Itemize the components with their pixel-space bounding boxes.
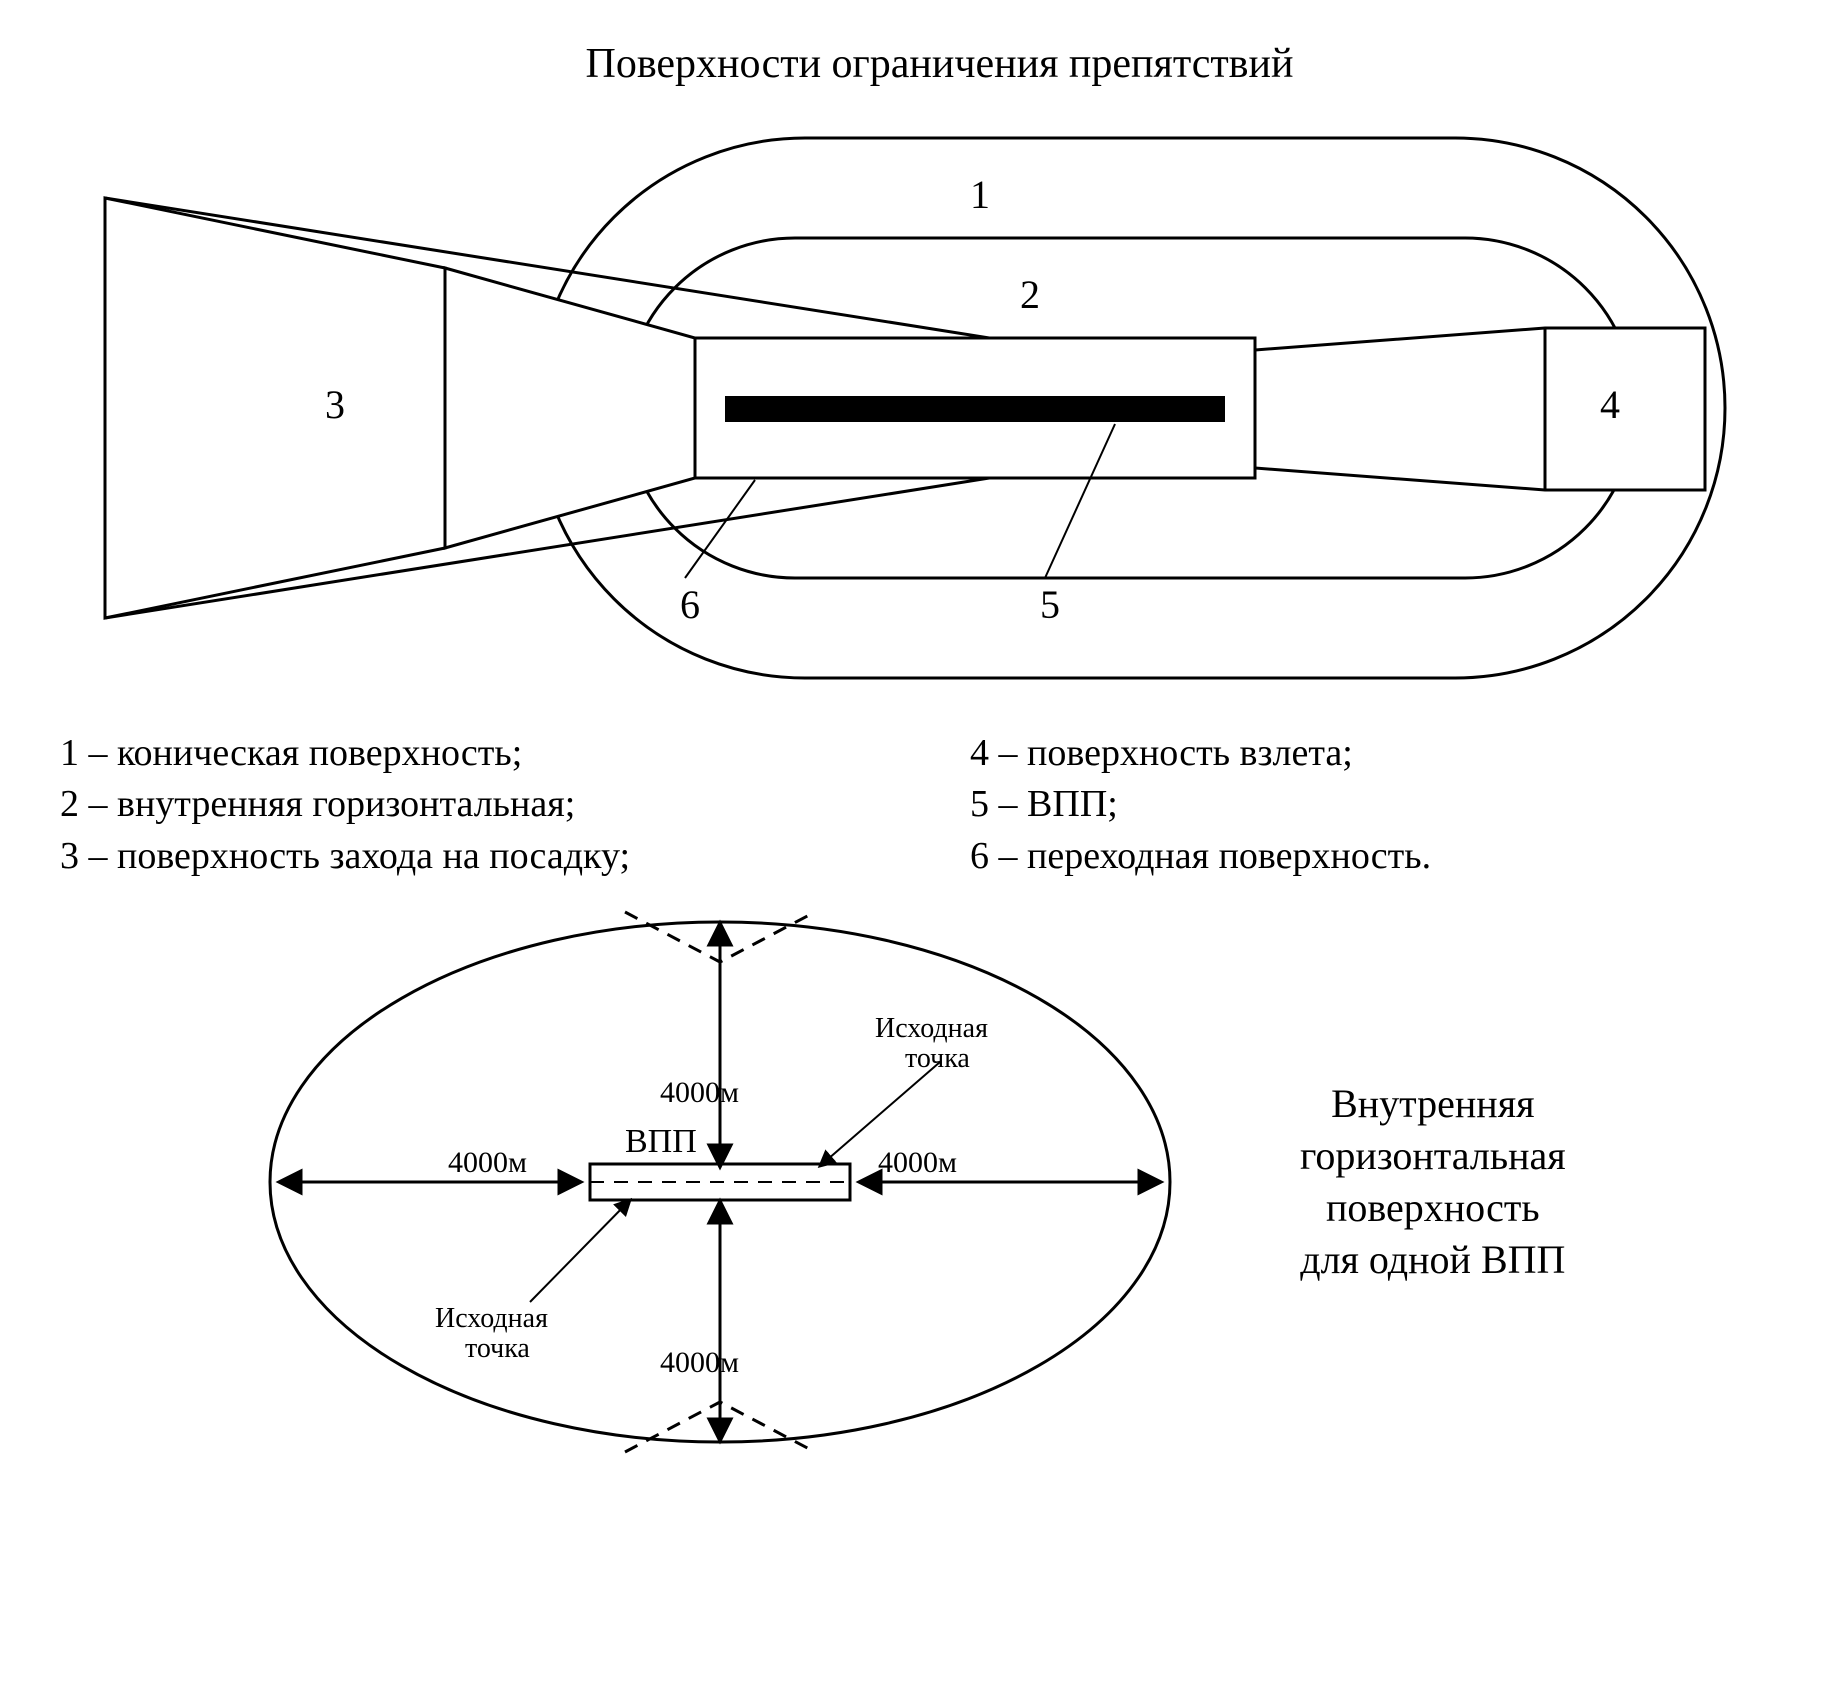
label-p_bot1: Исходная — [435, 1303, 548, 1334]
label-d_bot: 4000м — [660, 1346, 739, 1379]
label-p_top2: точка — [905, 1043, 970, 1074]
label-n3: 3 — [325, 382, 345, 427]
label-d_right: 4000м — [878, 1146, 957, 1179]
caption-line: горизонтальная — [1300, 1130, 1566, 1182]
approach-surface-outer — [105, 198, 445, 618]
legend-item: 6 – переходная поверхность. — [970, 831, 1431, 882]
label-n1: 1 — [970, 172, 990, 217]
obstacle-surfaces-diagram: 1 2 3 4 5 6 — [65, 118, 1765, 698]
page-title: Поверхности ограничения препятствий — [40, 40, 1789, 88]
figure1-container: 1 2 3 4 5 6 — [40, 118, 1789, 698]
legend-item: 2 – внутренняя горизонтальная; — [60, 779, 630, 830]
label-n6: 6 — [680, 582, 700, 627]
runway — [725, 396, 1225, 422]
caption-line: для одной ВПП — [1300, 1234, 1566, 1286]
legend-item: 4 – поверхность взлета; — [970, 728, 1431, 779]
legend-item: 5 – ВПП; — [970, 779, 1431, 830]
legend-item: 3 – поверхность захода на посадку; — [60, 831, 630, 882]
legend: 1 – коническая поверхность; 2 – внутренн… — [40, 698, 1789, 892]
caption-line: поверхность — [1300, 1182, 1566, 1234]
label-n5: 5 — [1040, 582, 1060, 627]
figure2-caption: Внутренняя горизонтальная поверхность дл… — [1300, 1078, 1566, 1286]
label-n4: 4 — [1600, 382, 1620, 427]
label-p_bot2: точка — [465, 1333, 530, 1364]
legend-right: 4 – поверхность взлета; 5 – ВПП; 6 – пер… — [970, 728, 1431, 882]
legend-left: 1 – коническая поверхность; 2 – внутренн… — [60, 728, 630, 882]
label-p_top1: Исходная — [875, 1013, 988, 1044]
label-n2: 2 — [1020, 272, 1040, 317]
figure2-container: ВПП4000м4000м4000м4000мИсходнаяточкаИсхо… — [40, 902, 1789, 1462]
label-d_top: 4000м — [660, 1076, 739, 1109]
legend-item: 1 – коническая поверхность; — [60, 728, 630, 779]
label-d_left: 4000м — [448, 1146, 527, 1179]
caption-line: Внутренняя — [1300, 1078, 1566, 1130]
takeoff-surface — [1255, 328, 1705, 490]
inner-horizontal-surface-diagram: ВПП4000м4000м4000м4000мИсходнаяточкаИсхо… — [220, 902, 1220, 1462]
label-vpp: ВПП — [625, 1123, 697, 1160]
